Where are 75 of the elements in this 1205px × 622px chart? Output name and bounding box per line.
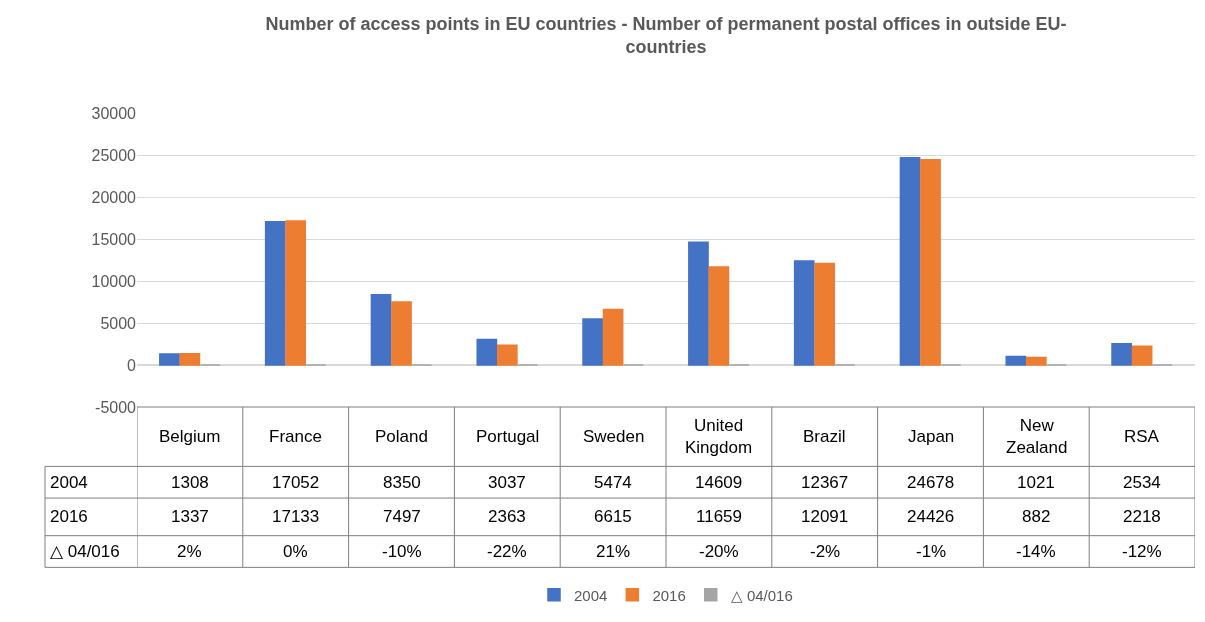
y-tick-label: -5000 xyxy=(95,398,137,416)
x-tick-label: RSA xyxy=(1124,427,1160,446)
legend-label: 2016 xyxy=(652,586,686,604)
bar xyxy=(391,301,412,366)
data-label: 2% xyxy=(177,542,202,561)
x-tick-label: Poland xyxy=(375,427,428,446)
text: 2004 xyxy=(50,473,88,492)
data-label: 1337 xyxy=(171,507,209,526)
data-label: 5474 xyxy=(594,473,632,492)
data-label: 8350 xyxy=(383,473,421,492)
data-label: 2218 xyxy=(1123,507,1161,526)
data-label: 21% xyxy=(596,542,631,561)
data-label: 12091 xyxy=(801,507,849,526)
x-tick-label: United Kingdom xyxy=(685,416,753,458)
data-label: 11659 xyxy=(696,507,743,526)
bar xyxy=(264,221,286,366)
y-tick-label: 20000 xyxy=(91,188,137,206)
data-label: 1308 xyxy=(171,473,209,492)
x-tick-label: Japan xyxy=(908,427,955,446)
y-tick-label: 0 xyxy=(127,356,137,374)
bar xyxy=(602,308,624,366)
legend-label: 2004 xyxy=(574,586,608,604)
data-label: -10% xyxy=(382,542,422,561)
data-label: -14% xyxy=(1016,542,1056,561)
bar xyxy=(179,353,201,366)
data-label: -12% xyxy=(1122,542,1162,561)
data-label: -1% xyxy=(916,542,947,561)
bar xyxy=(920,159,941,366)
data-label: 24426 xyxy=(907,507,955,526)
x-tick-label: New Zealand xyxy=(1006,416,1068,458)
x-tick-label: Portugal xyxy=(476,427,540,446)
data-label: -20% xyxy=(699,542,739,561)
chart-title: Number of access points in EU countries - Number of permanent postal offices in outside EU-countries xyxy=(265,14,1067,58)
data-label: 12367 xyxy=(801,473,849,492)
bar xyxy=(496,344,518,366)
bar xyxy=(793,260,815,366)
bar xyxy=(1131,345,1153,366)
bar xyxy=(476,338,498,366)
data-label: 0% xyxy=(283,542,308,561)
text: △ 04/016 xyxy=(50,542,120,561)
bar xyxy=(1111,342,1133,366)
data-label: 14609 xyxy=(695,473,743,492)
bar xyxy=(370,294,392,366)
x-tick-label: Brazil xyxy=(803,427,846,446)
data-label: 2534 xyxy=(1123,473,1161,492)
legend-label: △ 04/016 xyxy=(730,586,793,604)
data-label: -2% xyxy=(810,542,841,561)
data-label: 24678 xyxy=(907,473,955,492)
bar xyxy=(688,241,709,366)
data-label: 7497 xyxy=(383,507,421,526)
data-label: 1021 xyxy=(1017,473,1055,492)
data-label: 3037 xyxy=(488,473,526,492)
y-tick-label: 25000 xyxy=(91,146,137,164)
bar xyxy=(582,318,604,366)
bar xyxy=(285,220,307,366)
bar xyxy=(814,262,836,366)
bar xyxy=(899,156,921,366)
bar xyxy=(1005,355,1027,366)
data-label: 17052 xyxy=(272,473,320,492)
x-tick-label: Belgium xyxy=(159,427,221,446)
text: 2016 xyxy=(50,507,88,526)
bar xyxy=(1025,356,1047,366)
data-label: -22% xyxy=(487,542,527,561)
data-label: 882 xyxy=(1022,507,1051,526)
bar xyxy=(159,353,180,366)
data-label: 6615 xyxy=(594,507,632,526)
y-tick-label: 30000 xyxy=(91,104,137,122)
bar xyxy=(708,266,730,366)
data-label: 17133 xyxy=(272,507,320,526)
data-label: 2363 xyxy=(488,507,526,526)
x-tick-label: France xyxy=(269,427,322,446)
y-tick-label: 5000 xyxy=(100,314,137,332)
y-tick-label: 10000 xyxy=(91,272,137,290)
y-tick-label: 15000 xyxy=(91,230,137,248)
x-tick-label: Sweden xyxy=(583,427,645,446)
